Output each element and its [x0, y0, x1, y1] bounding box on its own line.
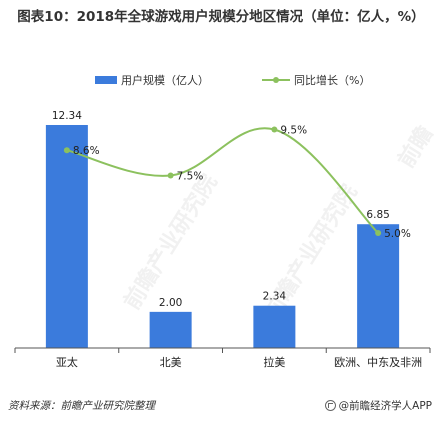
chart-plot: 12.34 2.00 2.34 6.85 亚太 北美 拉美 欧洲、中东及非洲 8.6% 7.5% 9… — [14, 110, 431, 369]
x-tick-label: 拉美 — [263, 355, 285, 369]
legend-line-swatch — [262, 75, 290, 85]
legend-item-line: 同比增长（%） — [262, 72, 370, 88]
growth-point — [167, 172, 174, 179]
bar — [45, 124, 88, 349]
bar-value-label: 12.34 — [52, 110, 82, 122]
growth-point — [375, 230, 382, 236]
growth-value-label: 8.6% — [73, 145, 100, 157]
growth-value-label: 9.5% — [280, 125, 307, 137]
legend-item-bar: 用户规模（亿人） — [95, 72, 209, 88]
growth-value-label: 5.0% — [384, 228, 411, 240]
bar — [357, 224, 400, 348]
x-tick-label: 北美 — [160, 356, 182, 369]
bar-value-label: 2.34 — [263, 291, 287, 303]
source-note: 资料来源：前瞻产业研究院整理 — [8, 400, 155, 412]
brand: @前瞻经济学人APP — [324, 398, 432, 413]
legend: 用户规模（亿人） 同比增长（%） — [0, 72, 442, 90]
footer: 资料来源：前瞻产业研究院整理 @前瞻经济学人APP — [0, 398, 442, 414]
growth-line — [66, 127, 379, 234]
chart-title: 图表10：2018年全球游戏用户规模分地区情况（单位：亿人，%） — [17, 9, 425, 25]
legend-line-label: 同比增长（%） — [294, 74, 371, 87]
bar — [149, 311, 192, 348]
brand-logo-icon — [324, 400, 336, 411]
growth-point — [63, 147, 70, 154]
bar-value-label: 6.85 — [366, 209, 389, 221]
growth-point — [271, 126, 278, 133]
x-tick-label: 亚太 — [56, 356, 78, 369]
bar-value-label: 2.00 — [159, 297, 182, 309]
brand-label: @前瞻经济学人APP — [338, 400, 432, 412]
bar — [253, 305, 296, 348]
x-tick-label: 欧洲、中东及非洲 — [334, 356, 422, 369]
growth-value-label: 7.5% — [177, 171, 204, 183]
legend-bar-label: 用户规模（亿人） — [121, 74, 209, 87]
legend-bar-swatch — [95, 76, 117, 84]
